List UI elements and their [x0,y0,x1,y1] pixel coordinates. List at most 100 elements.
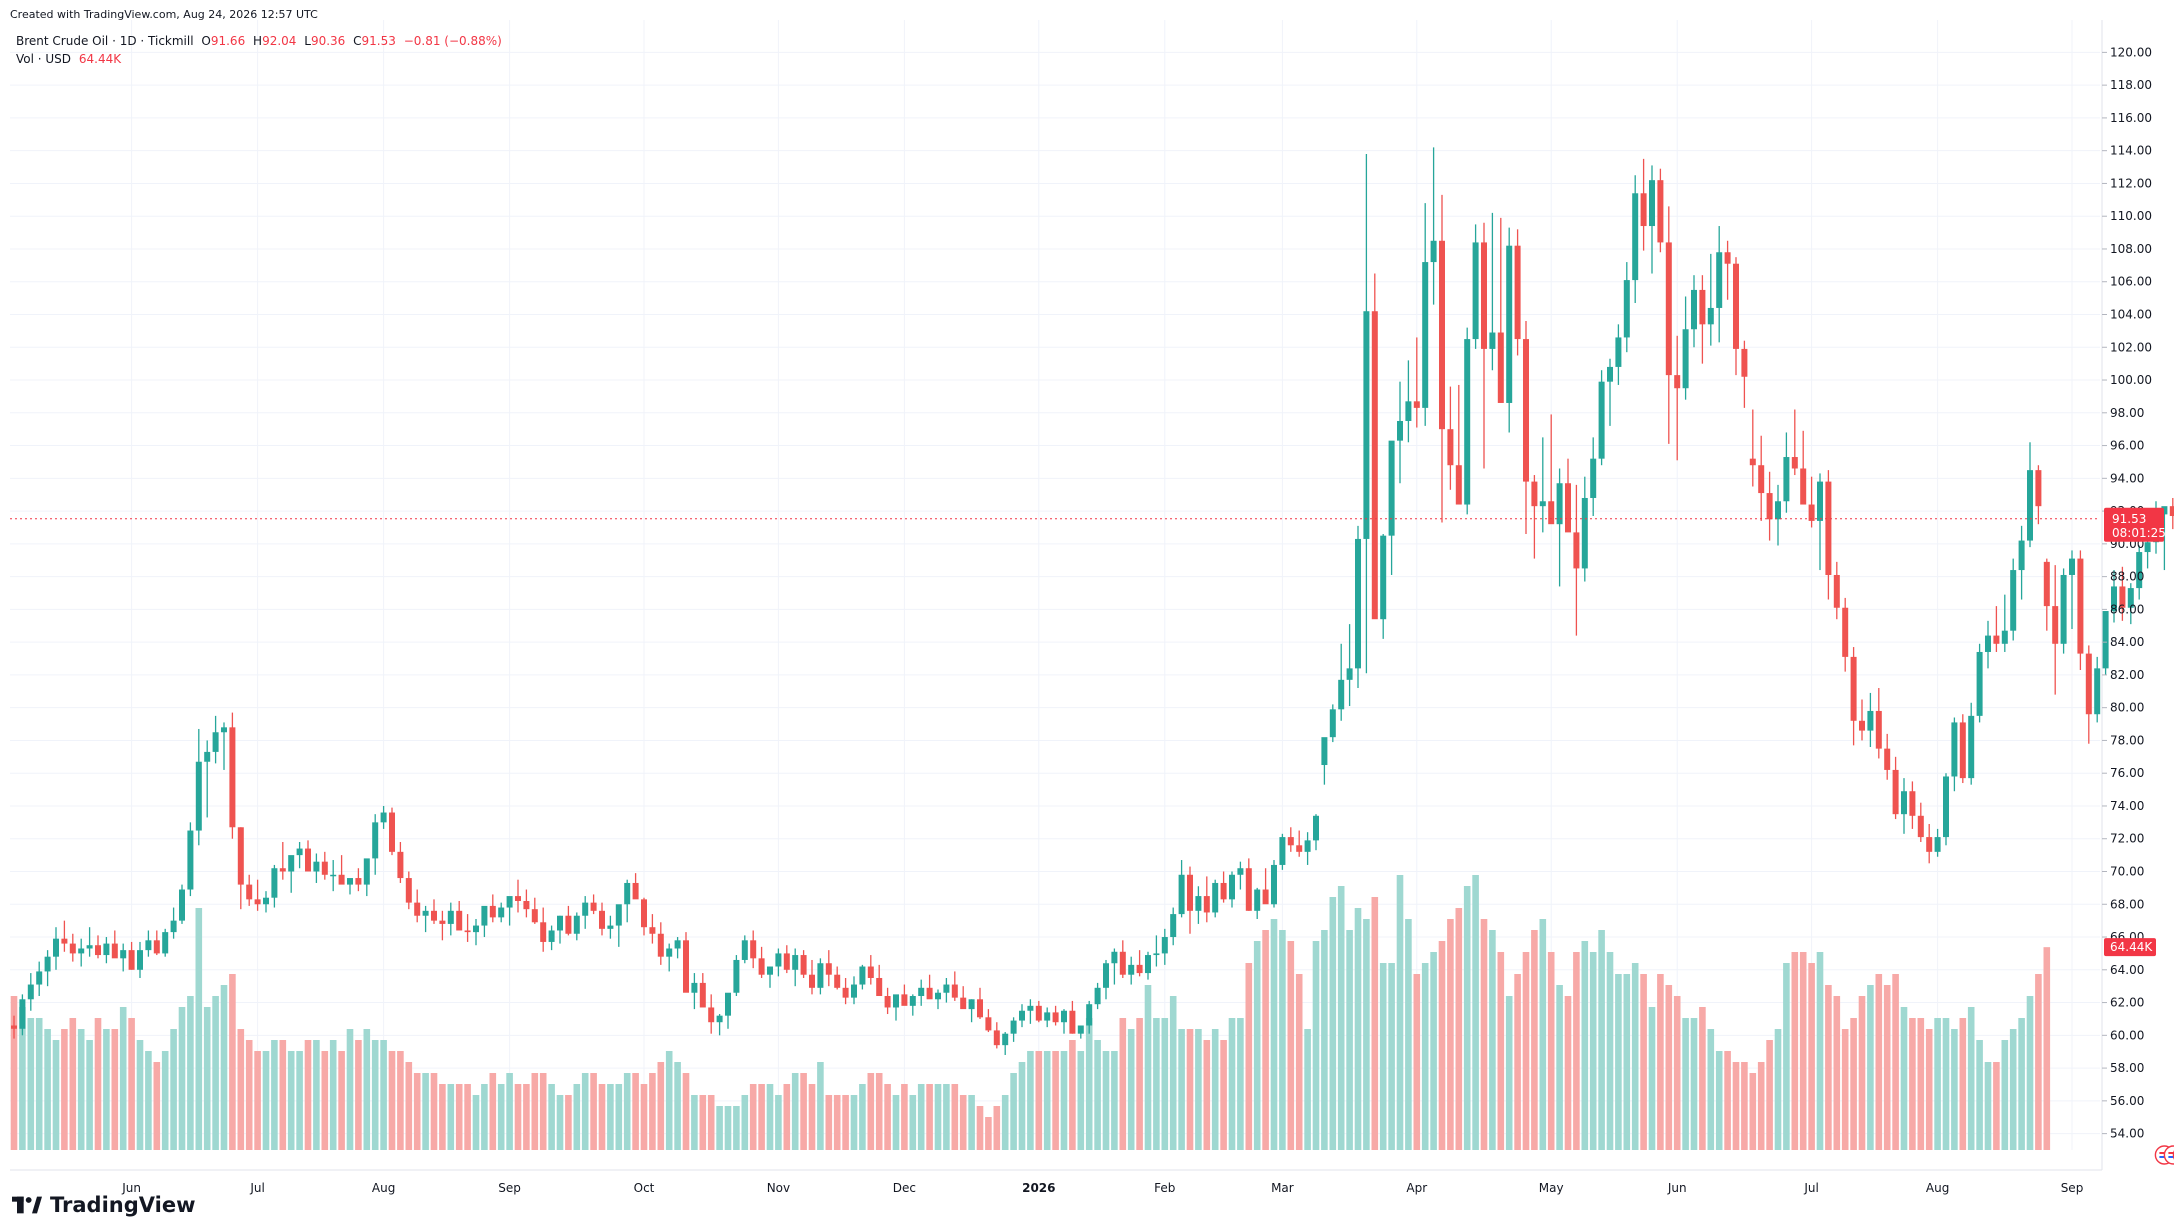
candle [1943,773,1949,846]
candle [1833,561,1840,620]
volume-bar [539,1073,547,1150]
candle-body [876,977,883,997]
volume-bar [1875,974,1883,1150]
volume-bar [1850,1018,1857,1150]
candle-body [674,940,681,949]
volume-bar [665,1051,673,1150]
candle [985,1009,992,1033]
flag-event-icon [2163,1145,2174,1165]
symbol-label[interactable]: Brent Crude Oil · 1D · Tickmill [16,34,194,48]
volume-bar [136,1040,144,1150]
candle-body [2069,558,2075,575]
volume-bar [1354,908,1362,1150]
price-tick-label: 72.00 [2110,832,2144,846]
volume-bar [1035,1051,1043,1150]
volume-bar [1531,930,1538,1150]
last-volume-badge: 64.44K [2104,938,2156,957]
candle-body [1355,538,1361,669]
candle-body [943,984,950,993]
price-tick-label: 112.00 [2110,176,2152,190]
candle [296,842,303,869]
candle [1481,222,1487,469]
time-tick-label: Jul [1803,1181,1818,1195]
volume-bar [808,1084,816,1150]
candle [2169,497,2174,530]
candle [599,902,605,936]
candle-body [1867,710,1874,731]
candle [716,1014,723,1036]
candle [338,855,345,885]
candle-body [1842,607,1849,657]
volume-bar [531,1073,539,1150]
candle-body [2010,570,2017,631]
candle [137,941,143,978]
volume-bar [1237,1018,1244,1150]
volume-bar [212,996,219,1150]
candle [557,915,563,944]
candle-body [296,848,303,856]
candle-body [1926,837,1933,852]
candle [624,879,631,923]
candle [1464,327,1471,515]
volume-bar [1396,875,1404,1150]
volume-bar [1321,930,1328,1150]
candle [305,840,311,872]
volume-bar [640,1084,648,1150]
candle-body [1002,1033,1009,1046]
candle-body [1968,715,1975,779]
candle-body [851,984,857,998]
candle [330,860,337,892]
candle-body [733,959,740,993]
candle [95,935,101,959]
candle-body [2136,552,2143,589]
volume-bar [1539,919,1547,1150]
candle [893,994,899,1021]
time-axis: Jun Jul Aug Sep Oct Nov Dec 2026 Feb Mar Apr May Jun… [121,1181,2083,1195]
candle-body [431,910,437,921]
candle-body [1086,1004,1093,1026]
time-tick-label: Jun [121,1181,141,1195]
candle-body [1212,882,1219,913]
volume-label[interactable]: Vol · USD [16,52,72,66]
candle-body [893,994,899,1008]
volume-bar [1346,930,1353,1150]
candle-body [1136,964,1143,974]
candle-body [1279,837,1286,865]
candle-body [993,1030,1000,1046]
volume-bar [94,1018,102,1150]
candle [1741,340,1748,408]
volume-bar [1766,1040,1773,1150]
volume-bar [607,1084,614,1150]
candle-body [128,950,135,970]
candle-body [515,896,521,901]
candle [263,891,269,913]
price-tick-label: 84.00 [2110,635,2144,649]
volume-bar [52,1040,60,1150]
candle [1439,194,1445,523]
candle [1724,240,1731,300]
volume-bars [10,875,2051,1150]
volume-bar [985,1117,992,1150]
volume-bar [724,1106,732,1150]
candle-body [1623,280,1630,338]
candle-body [229,727,236,828]
candle [1262,868,1269,905]
candle-body [1371,311,1378,620]
candle [1859,699,1865,741]
candle [977,987,983,1019]
volume-bar [1203,1040,1211,1150]
candle-body [1195,896,1202,911]
candle [2060,568,2067,654]
candle [1027,999,1034,1024]
candle-body [456,910,463,931]
candle-body [1724,252,1731,264]
candle-body [918,987,925,997]
volume-bar [346,1029,354,1150]
candle-body [380,812,387,823]
volume-bar [1337,886,1345,1150]
tradingview-brand[interactable]: TradingView [12,1193,195,1217]
volume-bar [581,1073,589,1150]
volume-bar [119,1007,127,1150]
volume-bar [338,1051,345,1150]
